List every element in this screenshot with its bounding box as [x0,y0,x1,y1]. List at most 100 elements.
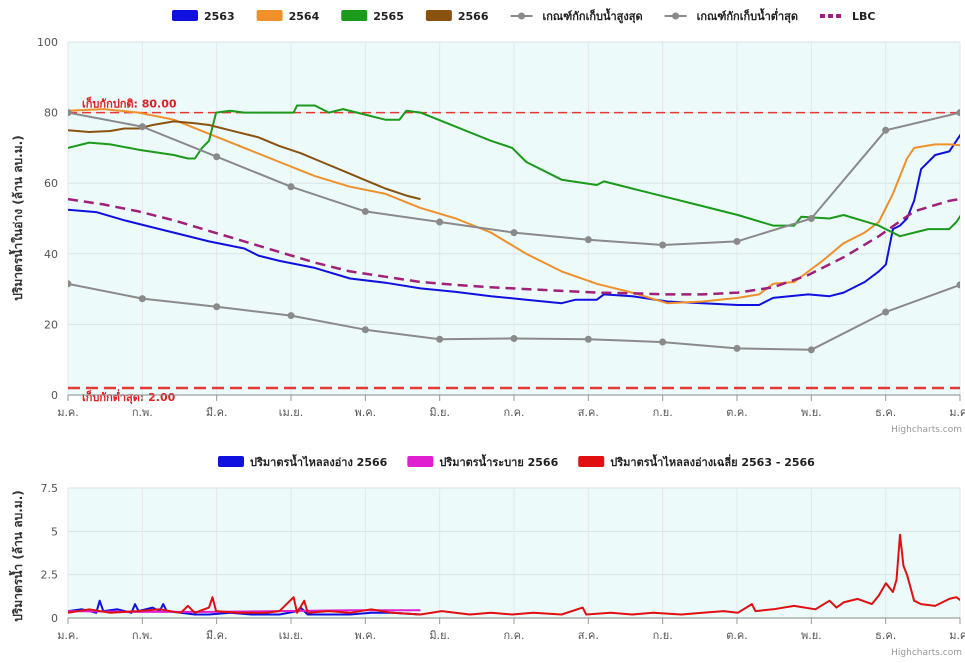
y-tick-label: 2.5 [41,569,59,582]
x-tick-label: ต.ค. [726,629,748,642]
legend-symbol [257,10,283,21]
top-credit[interactable]: Highcharts.com [891,425,962,435]
x-tick-label: ธ.ค. [875,629,896,642]
legend-marker [672,13,679,20]
x-tick-label: พ.ย. [801,629,822,642]
legend-symbol [407,456,433,467]
legend-symbol [172,10,198,21]
y-tick-label: 7.5 [41,482,59,495]
series-marker[interactable] [957,281,964,288]
bottom-y-axis-title: ปริมาตรน้ำ (ล้าน ลบ.ม.) [8,490,25,622]
x-tick-label: มี.ค. [206,406,228,419]
y-tick-label: 100 [37,36,58,49]
x-tick-label: ต.ค. [726,406,748,419]
x-tick-label: พ.ค. [355,406,377,419]
series-marker[interactable] [882,309,889,316]
series-marker[interactable] [734,238,741,245]
legend-label: ปริมาตรน้ำไหลลงอ่างเฉลี่ย 2563 - 2566 [610,454,815,469]
x-tick-label: พ.ค. [355,629,377,642]
bottom-y-ticks: 0 2.5 5 7.5 [41,482,59,625]
series-marker[interactable] [659,339,666,346]
y-tick-label: 80 [44,107,58,120]
x-tick-label: ม.ค. [949,406,965,419]
legend-label: 2564 [289,10,320,23]
x-tick-label: เม.ย. [279,629,303,642]
top-x-ticks: ม.ค. ก.พ. มี.ค. เม.ย. พ.ค. มิ.ย. ก.ค. ส.ค. ก.ย. ต… [57,395,965,419]
series-marker[interactable] [734,345,741,352]
x-tick-label: ก.ย. [653,406,673,419]
y-tick-label: 60 [44,177,58,190]
legend-label: ปริมาตรน้ำระบาย 2566 [439,454,558,469]
series-marker[interactable] [213,153,220,160]
legend-label: LBC [852,10,875,23]
legend-label: 2563 [204,10,235,23]
series-marker[interactable] [808,346,815,353]
y-tick-label: 0 [51,389,58,402]
legend-item[interactable]: 2565 [341,10,404,23]
bottom-chart: 02.557.5 ม.ค.ก.พ.มี.ค.เม.ย.พ.ค.มิ.ย.ก.ค.… [8,454,965,658]
legend-item[interactable]: 2563 [172,10,235,23]
x-tick-label: ก.ค. [503,406,524,419]
legend-item[interactable]: เกณฑ์กักเก็บน้ำต่ำสุด [665,8,798,24]
legend-symbol [426,10,452,21]
legend-symbol [578,456,604,467]
series-marker[interactable] [808,215,815,222]
series-marker[interactable] [957,109,964,116]
series-marker[interactable] [882,127,889,134]
series-marker[interactable] [511,229,518,236]
legend-symbol [341,10,367,21]
legend-label: เกณฑ์กักเก็บน้ำสูงสุด [543,8,643,24]
series-marker[interactable] [585,336,592,343]
bottom-legend: ปริมาตรน้ำไหลลงอ่าง 2566 ปริมาตรน้ำระบาย … [218,454,815,469]
y-tick-label: 40 [44,248,58,261]
legend-item[interactable]: 2566 [426,10,489,23]
x-tick-label: มิ.ย. [429,406,450,419]
series-marker[interactable] [362,208,369,215]
x-tick-label: ก.พ. [132,406,153,419]
y-tick-label: 0 [51,612,58,625]
plot-line-label: เก็บกักต่ำสุด: 2.00 [82,389,176,405]
legend-marker [518,13,525,20]
x-tick-label: ก.พ. [132,629,153,642]
series-marker[interactable] [139,295,146,302]
legend-item[interactable]: 2564 [257,10,320,23]
x-tick-label: ม.ค. [949,629,965,642]
legend-label: เกณฑ์กักเก็บน้ำต่ำสุด [697,8,798,24]
series-marker[interactable] [288,312,295,319]
y-tick-label: 5 [51,525,58,538]
series-marker[interactable] [213,303,220,310]
top-y-axis-title: ปริมาตรน้ำในอ่าง (ล้าน ลบ.ม.) [8,135,25,300]
series-marker[interactable] [659,241,666,248]
legend-label: 2566 [458,10,489,23]
x-tick-label: มี.ค. [206,629,228,642]
x-tick-label: พ.ย. [801,406,822,419]
series-marker[interactable] [65,280,72,287]
legend-label: ปริมาตรน้ำไหลลงอ่าง 2566 [250,454,388,469]
top-y-ticks: 0 20 40 60 80 100 [37,36,58,402]
legend-item[interactable]: LBC [820,10,875,23]
x-tick-label: ม.ค. [57,406,79,419]
x-tick-label: ธ.ค. [875,406,896,419]
series-marker[interactable] [436,219,443,226]
x-tick-label: ส.ค. [578,629,599,642]
series-marker[interactable] [585,236,592,243]
series-marker[interactable] [436,336,443,343]
legend-item[interactable]: ปริมาตรน้ำไหลลงอ่างเฉลี่ย 2563 - 2566 [578,454,815,469]
bottom-x-ticks: ม.ค.ก.พ.มี.ค.เม.ย.พ.ค.มิ.ย.ก.ค.ส.ค.ก.ย.ต… [57,618,965,642]
bottom-credit[interactable]: Highcharts.com [891,648,962,658]
y-tick-label: 20 [44,318,58,331]
series-marker[interactable] [511,335,518,342]
x-tick-label: เม.ย. [279,406,303,419]
x-tick-label: ส.ค. [578,406,599,419]
series-marker[interactable] [65,109,72,116]
series-marker[interactable] [139,123,146,130]
legend-item[interactable]: ปริมาตรน้ำระบาย 2566 [407,454,558,469]
legend-item[interactable]: ปริมาตรน้ำไหลลงอ่าง 2566 [218,454,388,469]
series-marker[interactable] [288,183,295,190]
top-legend: 2563 2564 2565 2566 เกณฑ์กักเก็บน้ำสูงสุด เกณ… [172,8,875,24]
series-marker[interactable] [362,326,369,333]
legend-symbol [218,456,244,467]
legend-item[interactable]: เกณฑ์กักเก็บน้ำสูงสุด [511,8,643,24]
